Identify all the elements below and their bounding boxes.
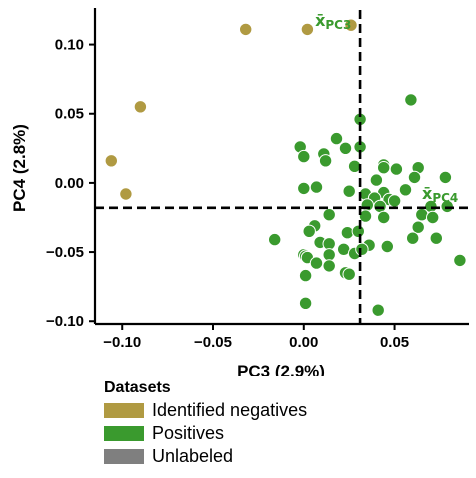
point-positives <box>322 259 336 273</box>
point-positives <box>318 154 333 168</box>
point-positives <box>377 161 391 175</box>
point-positives <box>322 248 336 262</box>
point-positives <box>355 242 369 257</box>
point-positives <box>426 210 440 225</box>
y-tick-label: 0.10 <box>55 37 84 54</box>
legend-swatch <box>104 403 144 418</box>
legend-label: Identified negatives <box>152 400 308 420</box>
point-positives <box>429 231 443 245</box>
point-positives <box>298 268 313 283</box>
point-positives <box>373 199 387 214</box>
point-identified-negatives <box>239 22 253 37</box>
point-positives <box>411 220 425 234</box>
point-positives <box>342 267 356 281</box>
point-positives <box>387 194 402 208</box>
y-axis-title: PC4 (2.8%) <box>10 124 29 212</box>
y-tick-label: −0.10 <box>46 313 84 330</box>
axes: −0.10 −0.05 0.00 0.05 −0.10 −0.05 0.00 0.05 0.10 <box>46 8 469 351</box>
point-positives <box>268 232 282 247</box>
point-positives <box>322 208 336 222</box>
point-positives <box>297 181 311 196</box>
y-tick-label: −0.05 <box>46 244 84 261</box>
x-tick-label: 0.00 <box>289 334 318 351</box>
point-positives <box>453 253 467 268</box>
point-identified-negatives <box>344 18 358 32</box>
point-positives <box>415 208 429 222</box>
mean-label-pc3: x̄PC3 <box>315 11 351 32</box>
point-positives <box>309 180 324 194</box>
point-positives <box>309 256 324 270</box>
data-points <box>104 18 467 317</box>
point-positives <box>302 224 316 239</box>
legend: Datasets Identified negatives Positives … <box>104 379 307 468</box>
point-positives <box>440 199 454 214</box>
legend-item-unlabeled[interactable]: Unlabeled <box>104 445 307 468</box>
legend-label: Unlabeled <box>152 446 234 466</box>
legend-swatch <box>104 426 144 441</box>
point-positives <box>406 231 420 245</box>
x-tick-label: −0.10 <box>103 334 141 351</box>
x-tick-label: −0.05 <box>194 334 232 351</box>
point-positives <box>407 170 422 185</box>
point-positives <box>438 170 453 185</box>
point-positives <box>398 183 413 197</box>
point-positives <box>389 162 404 176</box>
scatter-chart: x̄PC3 x̄PC4 −0.10 −0.05 0.00 0.05 −0.10 −0.05 0… <box>10 8 469 376</box>
x-tick-label: 0.05 <box>380 334 409 351</box>
point-identified-negatives <box>300 22 315 37</box>
point-positives <box>358 209 373 223</box>
point-identified-negatives <box>104 154 119 168</box>
point-positives <box>369 173 384 187</box>
point-positives <box>298 296 313 310</box>
mean-label-pc3-subscript: PC3 <box>325 18 351 32</box>
point-positives <box>351 224 365 239</box>
mean-label-pc4: x̄PC4 <box>422 184 458 205</box>
x-axis-title: PC3 (2.9%) <box>237 362 325 376</box>
point-positives <box>342 184 356 198</box>
legend-swatch <box>104 449 144 464</box>
legend-item-identified-negatives[interactable]: Identified negatives <box>104 399 307 422</box>
point-positives <box>360 198 374 212</box>
point-identified-negatives <box>133 100 148 114</box>
point-positives <box>404 93 418 107</box>
point-positives <box>377 210 391 225</box>
y-tick-label: 0.05 <box>55 106 84 123</box>
point-positives <box>340 226 355 240</box>
point-positives <box>371 303 385 317</box>
y-tick-label: 0.00 <box>55 175 84 192</box>
point-positives <box>380 239 394 254</box>
point-positives <box>297 149 311 164</box>
mean-label-pc4-subscript: PC4 <box>432 191 458 205</box>
point-identified-negatives <box>119 187 133 201</box>
legend-item-positives[interactable]: Positives <box>104 422 307 445</box>
point-positives <box>329 131 344 146</box>
legend-title: Datasets <box>104 379 171 396</box>
point-positives <box>338 141 353 156</box>
legend-label: Positives <box>152 423 225 443</box>
